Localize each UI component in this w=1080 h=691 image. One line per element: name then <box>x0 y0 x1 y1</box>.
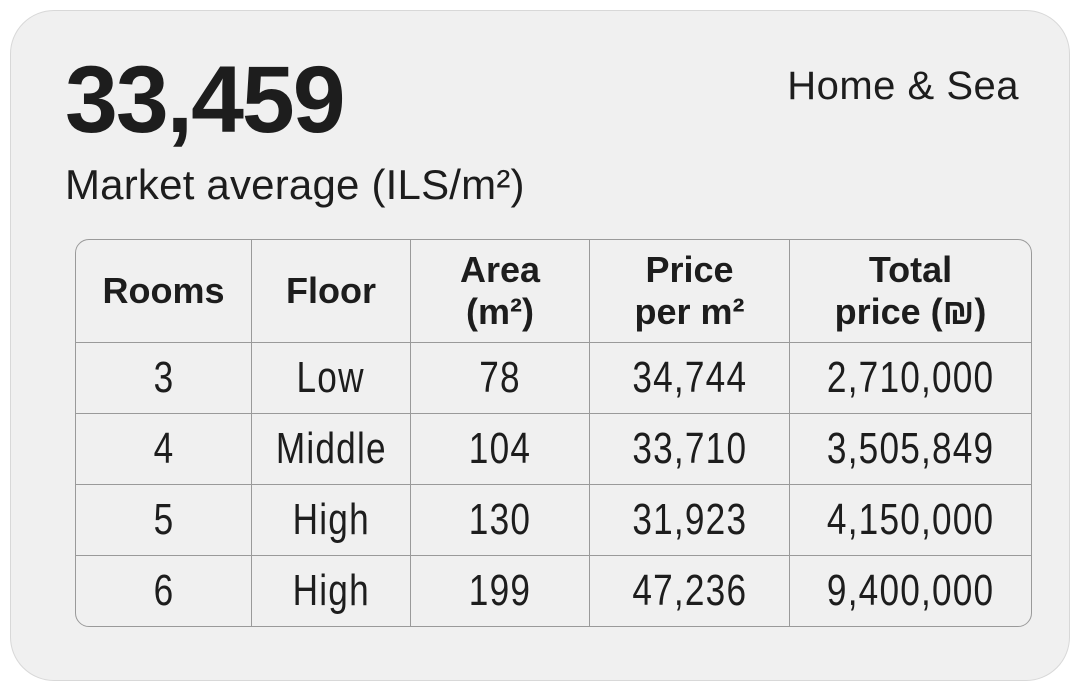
cell-value: 34,744 <box>632 353 747 402</box>
cell-value: 2,710,000 <box>826 353 995 402</box>
cell-value: 47,236 <box>632 566 747 615</box>
cell-value: 104 <box>468 424 532 473</box>
header-line: Area <box>459 249 541 291</box>
cell-value: 78 <box>479 353 521 402</box>
cell-area: 78 <box>411 343 590 414</box>
market-average-label: Market average (ILS/m²) <box>65 161 525 208</box>
market-summary-card: 33,459 Home & Sea Market average (ILS/m²… <box>10 10 1070 681</box>
cell-value: 130 <box>468 495 532 544</box>
cell-rooms: 6 <box>76 556 252 626</box>
cell-value: 31,923 <box>632 495 747 544</box>
cell-value: 4,150,000 <box>826 495 995 544</box>
market-average-value: 33,459 <box>65 47 346 153</box>
cell-floor: High <box>252 485 411 556</box>
cell-total-price: 3,505,849 <box>790 414 1031 485</box>
header-line: Price <box>645 249 734 291</box>
listings-table: Rooms Floor Area (m²) Price per m² Total pr… <box>75 239 1032 627</box>
cell-floor: Middle <box>252 414 411 485</box>
table-row: 5 High 130 31,923 4,150,000 <box>76 485 1031 556</box>
header-line: price (₪) <box>834 291 987 332</box>
cell-value: High <box>292 495 370 544</box>
cell-value: Low <box>296 353 366 402</box>
cell-area: 130 <box>411 485 590 556</box>
cell-value: 5 <box>153 495 174 544</box>
cell-value: 33,710 <box>632 424 747 473</box>
cell-total-price: 9,400,000 <box>790 556 1031 626</box>
cell-price-per-m2: 33,710 <box>590 414 790 485</box>
table-row: 6 High 199 47,236 9,400,000 <box>76 556 1031 626</box>
cell-price-per-m2: 31,923 <box>590 485 790 556</box>
cell-floor: Low <box>252 343 411 414</box>
card-header: 33,459 Home & Sea <box>63 53 1019 148</box>
header-line: per m² <box>634 291 745 332</box>
cell-rooms: 4 <box>76 414 252 485</box>
cell-value: 3 <box>153 353 174 402</box>
header-line: Rooms <box>102 270 225 312</box>
cell-value: 199 <box>468 566 532 615</box>
brand-name: Home & Sea <box>787 64 1019 108</box>
cell-price-per-m2: 47,236 <box>590 556 790 626</box>
cell-area: 199 <box>411 556 590 626</box>
cell-area: 104 <box>411 414 590 485</box>
cell-value: 4 <box>153 424 174 473</box>
cell-total-price: 2,710,000 <box>790 343 1031 414</box>
cell-floor: High <box>252 556 411 626</box>
cell-rooms: 5 <box>76 485 252 556</box>
header-line: (m²) <box>466 291 534 332</box>
column-header-floor: Floor <box>252 240 411 343</box>
header-line: Total <box>868 249 953 291</box>
cell-price-per-m2: 34,744 <box>590 343 790 414</box>
table-row: 4 Middle 104 33,710 3,505,849 <box>76 414 1031 485</box>
cell-rooms: 3 <box>76 343 252 414</box>
table-row: 3 Low 78 34,744 2,710,000 <box>76 343 1031 414</box>
header-line: Floor <box>286 270 376 312</box>
cell-total-price: 4,150,000 <box>790 485 1031 556</box>
column-header-area: Area (m²) <box>411 240 590 343</box>
cell-value: Middle <box>275 424 387 473</box>
table-header-row: Rooms Floor Area (m²) Price per m² Total pr… <box>76 240 1031 343</box>
column-header-price-per-m2: Price per m² <box>590 240 790 343</box>
cell-value: High <box>292 566 370 615</box>
column-header-rooms: Rooms <box>76 240 252 343</box>
cell-value: 9,400,000 <box>826 566 995 615</box>
column-header-total-price: Total price (₪) <box>790 240 1031 343</box>
cell-value: 3,505,849 <box>826 424 995 473</box>
cell-value: 6 <box>153 566 174 615</box>
